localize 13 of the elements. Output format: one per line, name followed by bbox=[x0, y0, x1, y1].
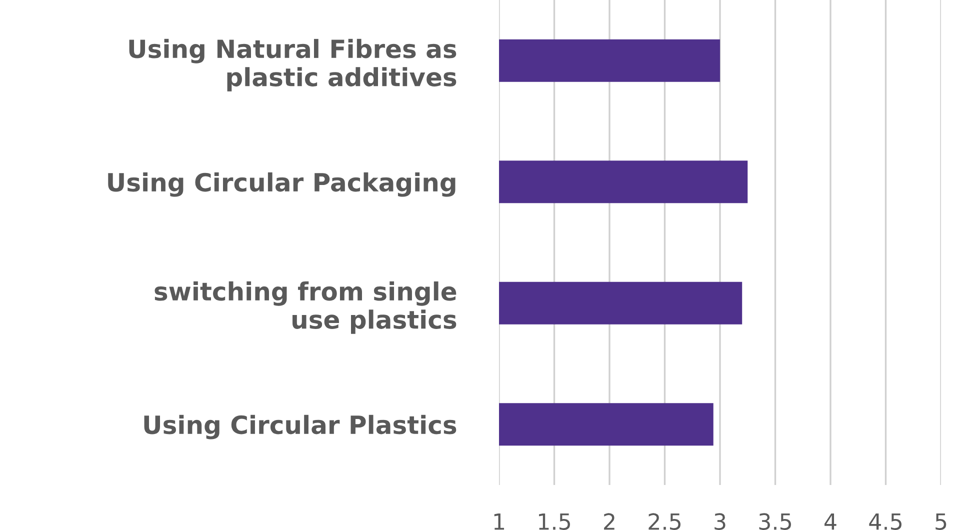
y-tick-label: Using Circular Plastics bbox=[144, 414, 456, 440]
x-tick-label: 5 bbox=[936, 513, 946, 530]
x-tick-label: 3.5 bbox=[759, 513, 791, 530]
x-tick-label: 3 bbox=[714, 513, 726, 530]
x-tick-label: 2.5 bbox=[648, 513, 680, 530]
x-tick-label: 1.5 bbox=[539, 513, 570, 530]
x-tick-label: 1 bbox=[494, 513, 504, 530]
y-tick-label: Using Natural Fibres as plastic additives bbox=[129, 38, 456, 92]
y-tick-label: Using Circular Packaging bbox=[108, 172, 456, 197]
x-tick-label: 4.5 bbox=[869, 513, 902, 530]
x-tick-label: 2 bbox=[604, 513, 614, 530]
y-tick-label: switching from single use plastics bbox=[154, 281, 456, 334]
x-tick-label: 4 bbox=[824, 513, 836, 530]
